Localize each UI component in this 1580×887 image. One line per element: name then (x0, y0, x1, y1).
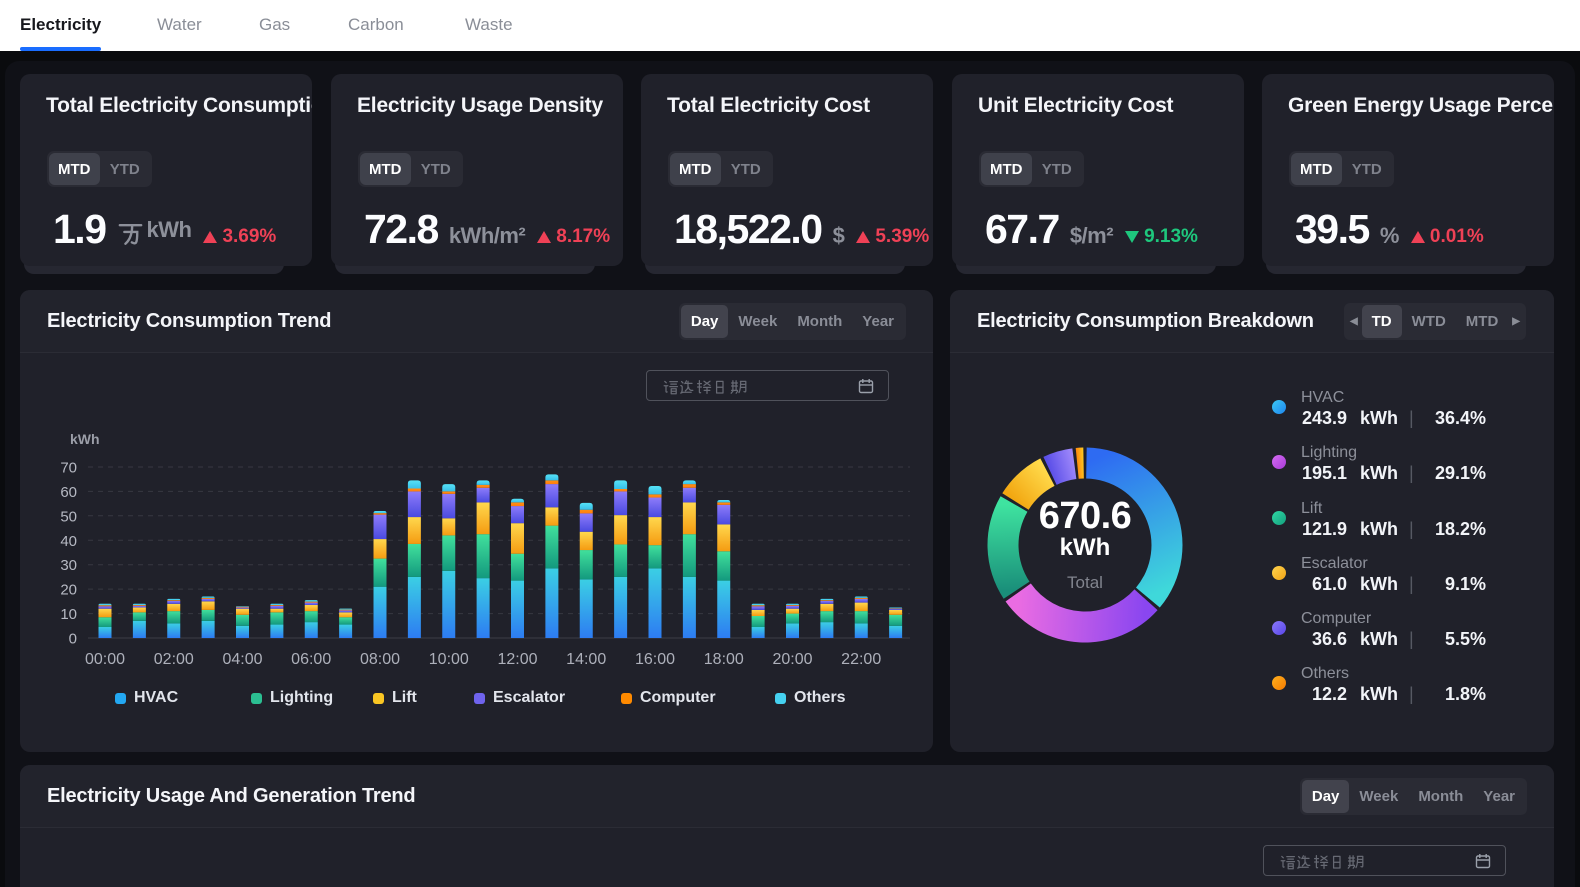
svg-text:10: 10 (60, 606, 77, 623)
svg-text:06:00: 06:00 (291, 651, 331, 668)
svg-text:14:00: 14:00 (566, 651, 606, 668)
svg-text:40: 40 (60, 533, 77, 550)
svg-text:60: 60 (60, 484, 77, 501)
svg-text:20:00: 20:00 (772, 651, 812, 668)
svg-text:04:00: 04:00 (222, 651, 262, 668)
svg-text:08:00: 08:00 (360, 651, 400, 668)
svg-text:70: 70 (60, 460, 77, 477)
svg-text:50: 50 (60, 508, 77, 525)
svg-text:30: 30 (60, 557, 77, 574)
svg-text:20: 20 (60, 582, 77, 599)
svg-text:16:00: 16:00 (635, 651, 675, 668)
svg-text:02:00: 02:00 (154, 651, 194, 668)
svg-text:12:00: 12:00 (497, 651, 537, 668)
svg-text:kWh: kWh (70, 431, 100, 447)
svg-text:10:00: 10:00 (429, 651, 469, 668)
svg-text:18:00: 18:00 (704, 651, 744, 668)
svg-text:22:00: 22:00 (841, 651, 881, 668)
svg-text:00:00: 00:00 (85, 651, 125, 668)
svg-text:0: 0 (69, 631, 77, 648)
